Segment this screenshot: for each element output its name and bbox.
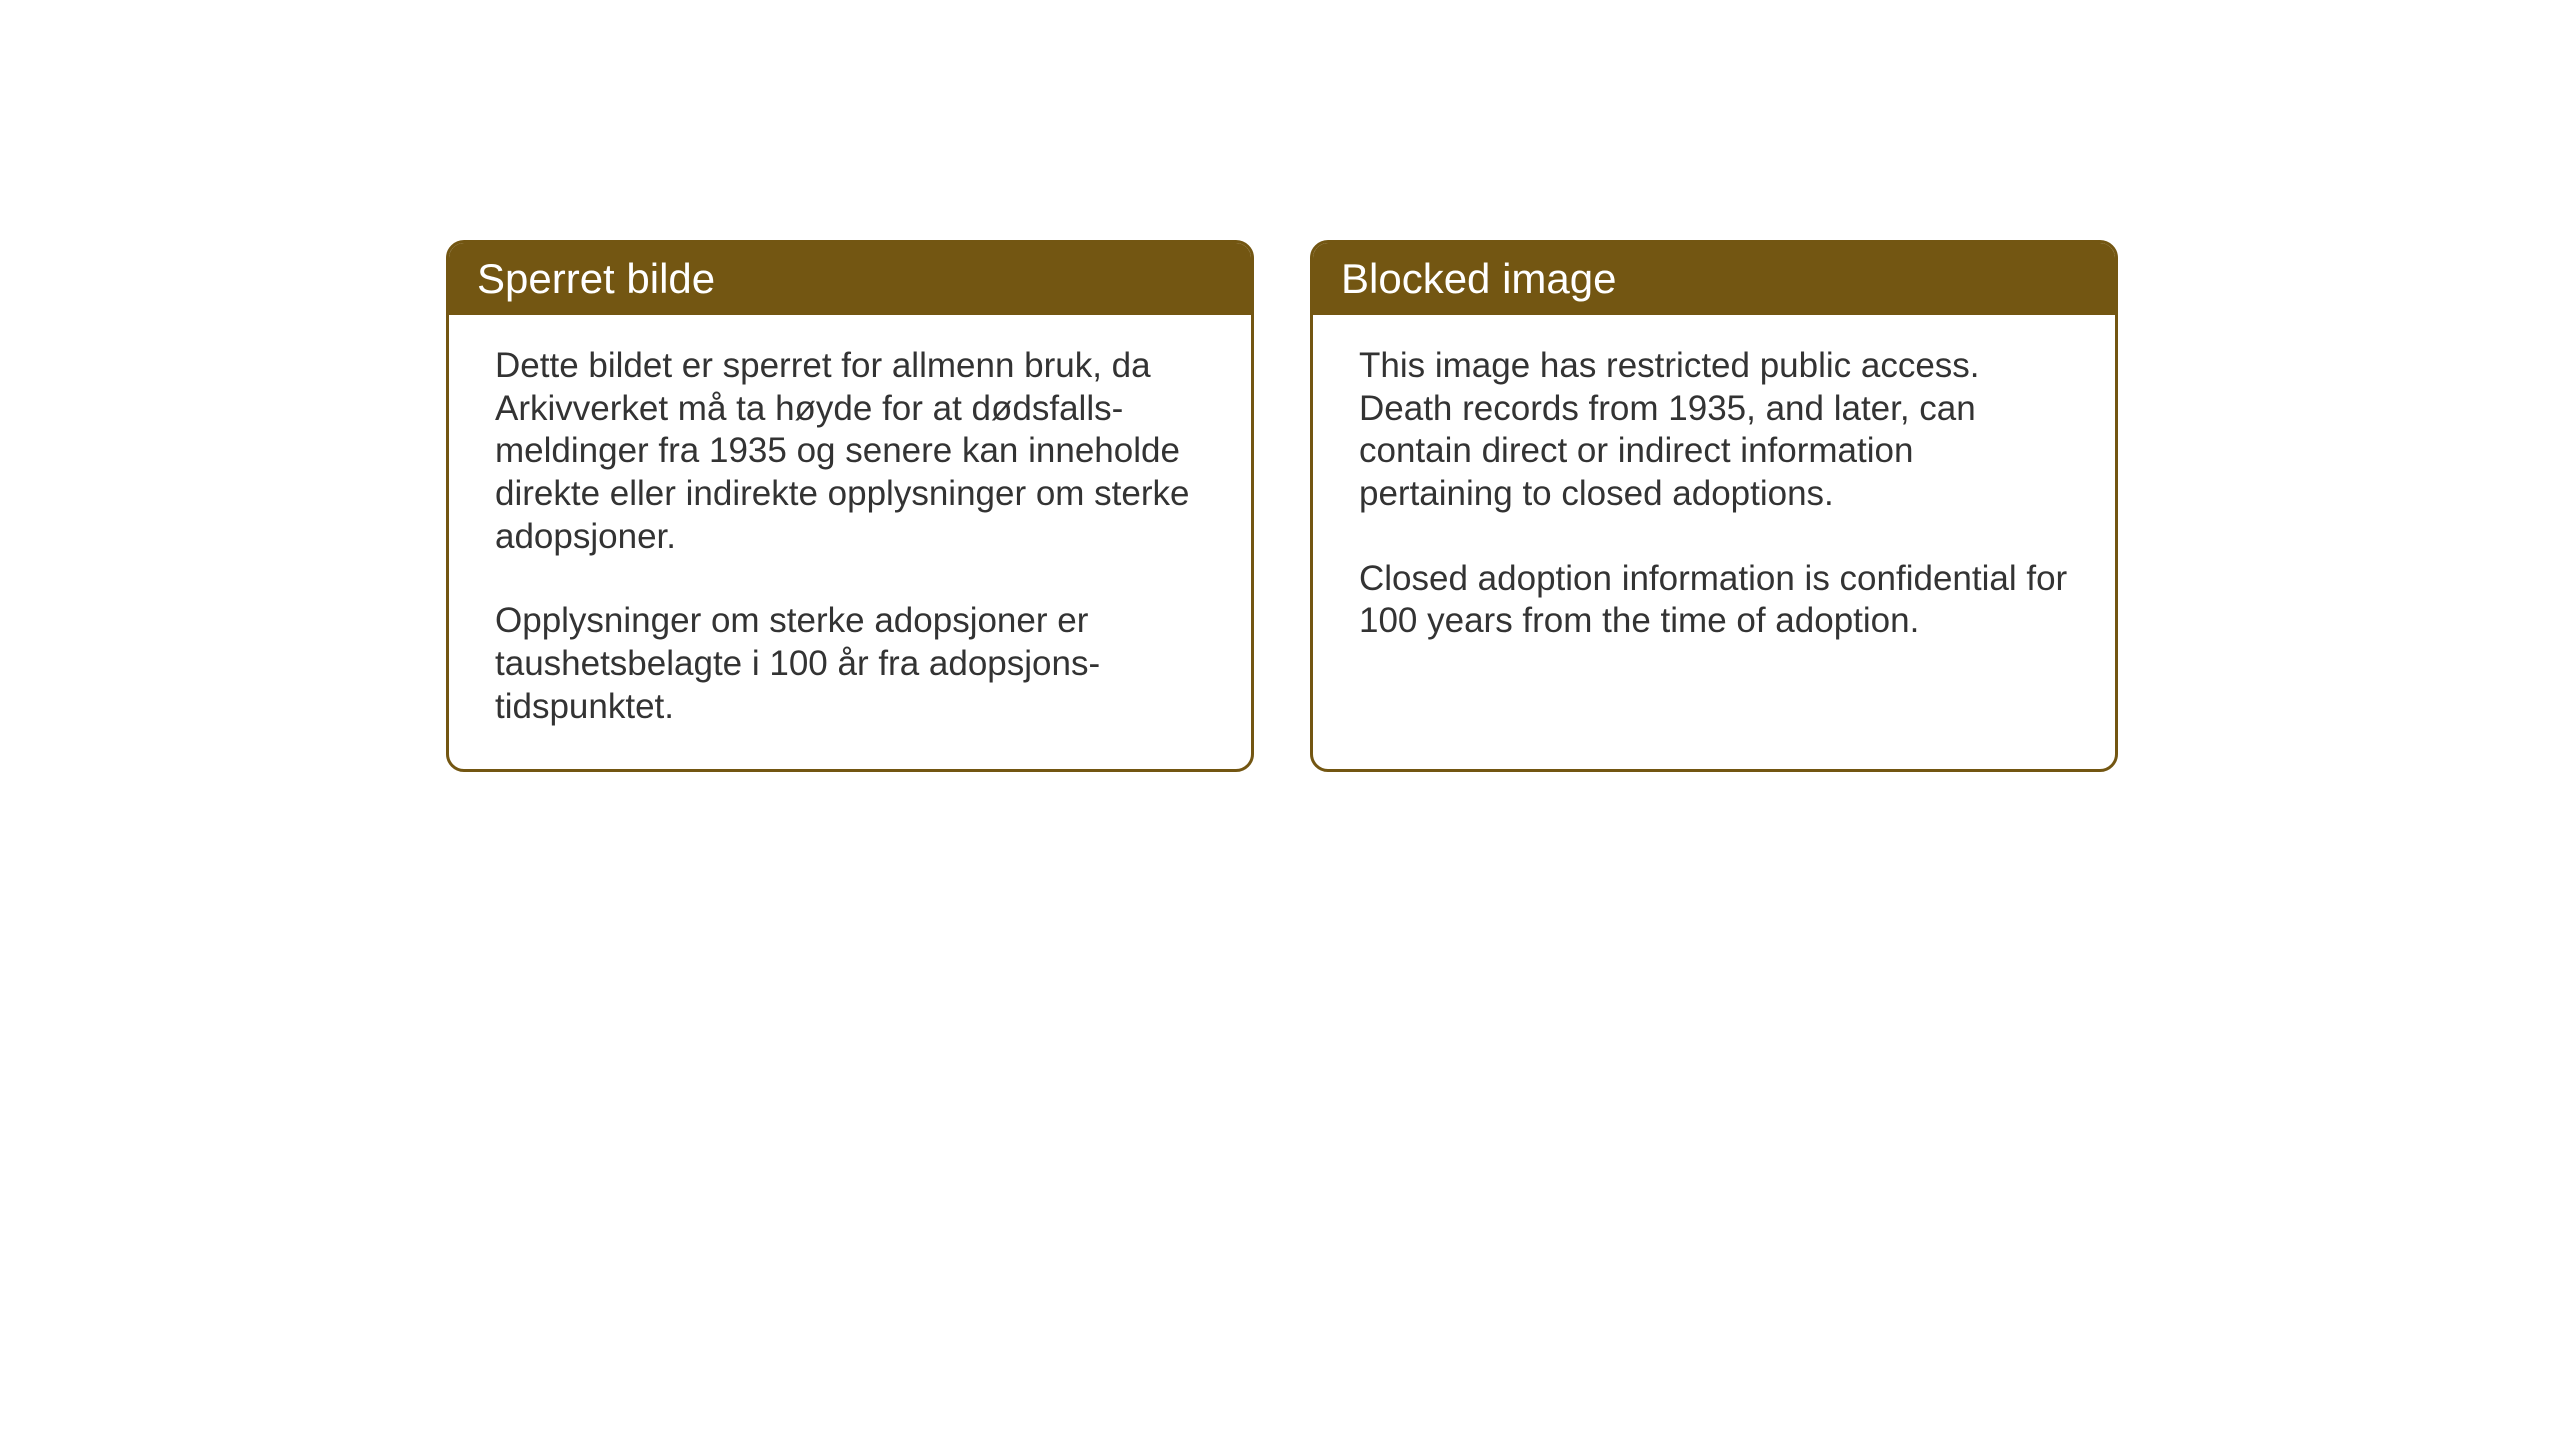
notice-card-norwegian: Sperret bilde Dette bildet er sperret fo… — [446, 240, 1254, 772]
notice-paragraph: Closed adoption information is confident… — [1359, 558, 2069, 643]
notice-paragraph: This image has restricted public access.… — [1359, 345, 2069, 516]
notice-container: Sperret bilde Dette bildet er sperret fo… — [446, 240, 2118, 772]
card-title-norwegian: Sperret bilde — [477, 255, 715, 302]
card-body-english: This image has restricted public access.… — [1313, 315, 2115, 683]
notice-paragraph: Dette bildet er sperret for allmenn bruk… — [495, 345, 1205, 558]
card-header-norwegian: Sperret bilde — [449, 243, 1251, 315]
card-title-english: Blocked image — [1341, 255, 1616, 302]
card-body-norwegian: Dette bildet er sperret for allmenn bruk… — [449, 315, 1251, 769]
notice-paragraph: Opplysninger om sterke adopsjoner er tau… — [495, 600, 1205, 728]
card-header-english: Blocked image — [1313, 243, 2115, 315]
notice-card-english: Blocked image This image has restricted … — [1310, 240, 2118, 772]
